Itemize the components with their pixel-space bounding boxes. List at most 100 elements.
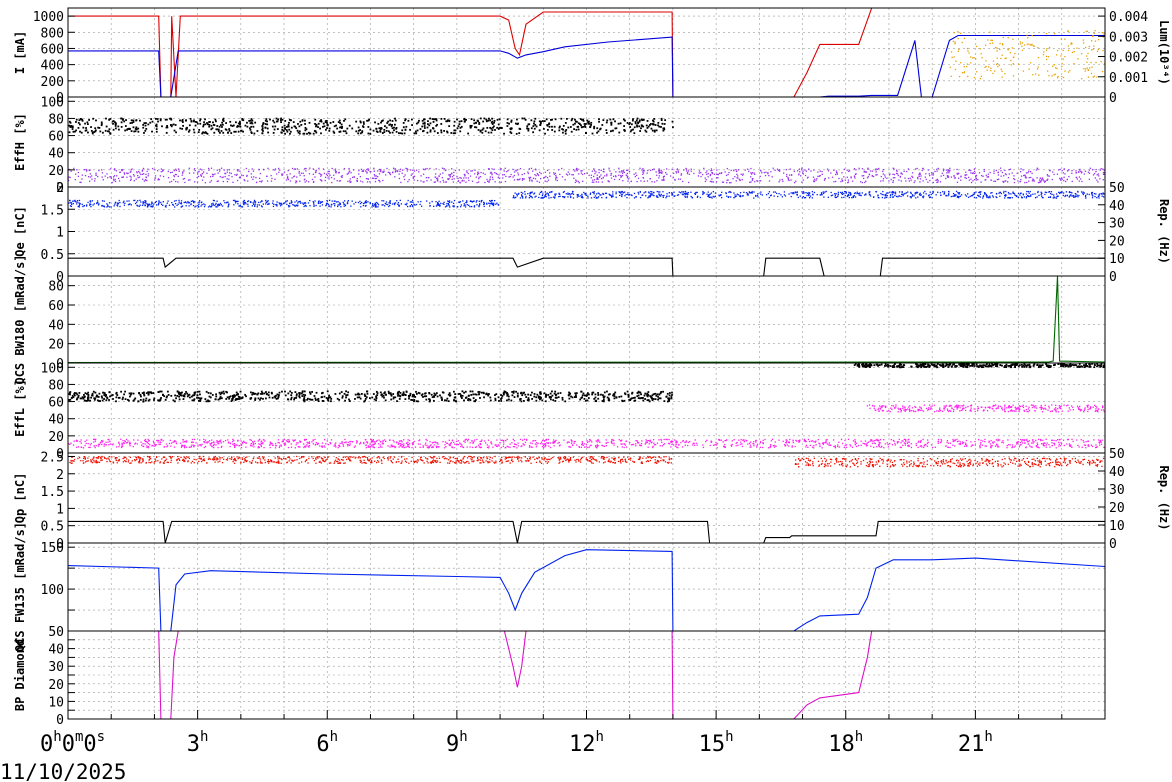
data-point	[728, 196, 730, 198]
data-point	[572, 123, 575, 126]
data-point	[555, 177, 557, 179]
data-point	[1082, 192, 1084, 195]
data-point	[586, 392, 589, 394]
data-point	[988, 66, 990, 68]
data-point	[322, 125, 324, 128]
data-point	[303, 205, 305, 208]
data-point	[318, 167, 320, 170]
data-point	[590, 197, 593, 199]
data-point	[947, 195, 949, 197]
data-point	[392, 393, 395, 395]
data-point	[659, 172, 662, 174]
data-point	[620, 175, 622, 178]
data-point	[492, 204, 495, 207]
data-point	[534, 123, 537, 126]
data-point	[1042, 197, 1044, 199]
data-point	[871, 175, 873, 177]
data-point	[188, 396, 191, 399]
data-point	[327, 203, 330, 206]
data-point	[111, 120, 114, 123]
data-point	[214, 398, 217, 401]
data-point	[995, 63, 998, 66]
data-point	[107, 204, 109, 206]
data-point	[286, 200, 289, 202]
data-point	[460, 177, 462, 179]
data-point	[181, 174, 183, 176]
data-point	[230, 172, 232, 175]
data-point	[953, 194, 956, 196]
data-point	[741, 178, 743, 181]
data-point	[272, 202, 274, 204]
data-point	[558, 126, 561, 129]
data-point	[835, 193, 837, 195]
data-point	[958, 48, 960, 51]
data-point	[272, 169, 274, 171]
data-point	[239, 123, 241, 126]
data-point	[880, 192, 882, 195]
data-point	[73, 392, 76, 394]
data-point	[1098, 195, 1100, 197]
data-point	[131, 121, 134, 124]
data-point	[821, 173, 823, 175]
data-point	[456, 175, 458, 178]
data-point	[319, 173, 322, 175]
data-point	[886, 194, 888, 197]
data-point	[340, 175, 342, 178]
data-point	[588, 120, 590, 123]
data-point	[643, 192, 645, 194]
data-point	[214, 118, 217, 121]
data-point	[394, 202, 397, 204]
data-point	[1064, 56, 1066, 58]
data-point	[816, 178, 818, 180]
data-point	[516, 395, 519, 398]
data-point	[1032, 45, 1034, 47]
data-point	[560, 117, 563, 120]
data-point	[705, 171, 707, 174]
data-point	[355, 120, 358, 123]
data-point	[1056, 173, 1059, 175]
y-tick-label: 40	[48, 147, 64, 162]
data-point	[598, 169, 600, 171]
y-tick-label: 0.5	[41, 248, 64, 263]
data-point	[970, 178, 972, 180]
data-point	[1058, 169, 1060, 171]
data-point	[422, 396, 424, 398]
data-point	[1091, 193, 1093, 195]
data-point	[631, 119, 634, 122]
data-point	[236, 169, 239, 171]
data-point	[279, 119, 282, 122]
data-point	[99, 400, 101, 402]
data-point	[144, 124, 147, 127]
data-point	[344, 204, 347, 207]
data-point	[1062, 172, 1065, 174]
data-point	[284, 394, 287, 397]
data-point	[331, 167, 333, 170]
data-point	[75, 118, 78, 121]
data-point	[919, 192, 921, 194]
data-point	[334, 203, 336, 205]
data-point	[284, 390, 286, 393]
data-point	[464, 204, 466, 206]
data-point	[821, 170, 823, 173]
data-point	[745, 192, 748, 194]
data-point	[259, 201, 262, 203]
data-point	[586, 119, 589, 122]
data-point	[936, 168, 938, 171]
data-point	[314, 118, 317, 121]
data-point	[1046, 47, 1048, 50]
data-point	[161, 125, 163, 128]
data-point	[635, 119, 638, 122]
data-point	[998, 192, 1000, 194]
data-point	[991, 42, 994, 44]
data-point	[594, 195, 597, 197]
data-point	[238, 205, 240, 207]
data-point	[1026, 190, 1028, 193]
data-point	[985, 195, 988, 197]
data-point	[482, 172, 484, 174]
data-point	[547, 394, 550, 396]
data-point	[273, 203, 275, 206]
data-point	[534, 173, 536, 176]
data-point	[260, 205, 263, 207]
data-point	[611, 195, 613, 197]
data-point	[522, 197, 524, 199]
